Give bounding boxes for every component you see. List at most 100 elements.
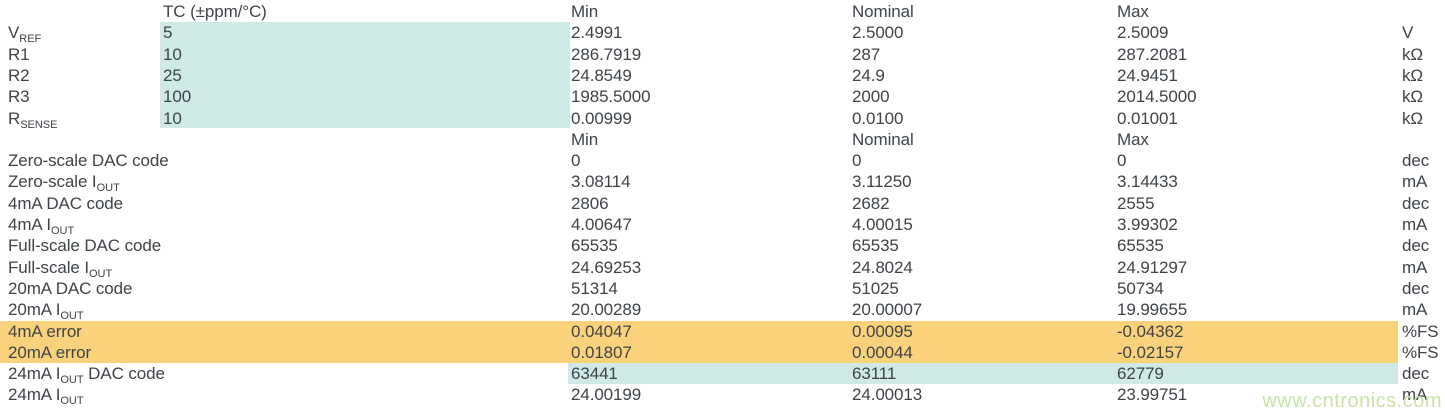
cell-min: 65535 [571, 236, 618, 256]
row-label-subscript: OUT [50, 225, 75, 237]
cell-max: 50734 [1117, 278, 1164, 298]
cell-unit: %FS [1402, 321, 1439, 341]
column-header: Nominal [852, 129, 914, 149]
table-row: 20mA IOUT 20.00289 20.00007 19.99655 mA [0, 299, 1445, 322]
watermark-text: www.cntronics.com [1262, 390, 1442, 412]
row-label: R2 [8, 65, 30, 85]
column-header: Nominal [852, 2, 914, 21]
cell-tc: 10 [163, 108, 182, 128]
cell-nominal: 63111 [852, 364, 897, 384]
cell-max: -0.02157 [1117, 342, 1184, 362]
column-header: Min [571, 129, 599, 149]
table-row: 20mA DAC code 51314 51025 50734 dec [0, 278, 1445, 299]
cell-max: 65535 [1117, 236, 1164, 256]
cell-unit: dec [1402, 278, 1430, 298]
cell-nominal: 2682 [852, 193, 890, 213]
header-row: TC (±ppm/°C) Min Nominal Max [0, 1, 1445, 22]
row-label: RSENSE [8, 108, 58, 131]
cell-tc: 5 [163, 23, 173, 43]
column-header: Max [1117, 129, 1149, 149]
cell-unit: mA [1402, 300, 1428, 320]
cell-unit: kΩ [1402, 108, 1424, 128]
cell-max: 0.01001 [1117, 108, 1178, 128]
cell-min: 51314 [571, 278, 618, 298]
row-label: 4mA IOUT [8, 215, 75, 237]
cell-unit: kΩ [1402, 44, 1424, 64]
cell-min: 2806 [571, 193, 609, 213]
cell-min: 24.69253 [571, 257, 642, 277]
cell-min: 0 [571, 151, 581, 171]
row-label: 20mA IOUT [8, 300, 84, 323]
cell-max: 23.99751 [1117, 385, 1188, 405]
row-label: Full-scale DAC code [8, 236, 162, 256]
cell-nominal: 24.8024 [852, 257, 913, 277]
cell-max: 19.99655 [1117, 300, 1188, 320]
table-row: 4mA DAC code 2806 2682 2555 dec [0, 193, 1445, 214]
table-row: 4mA error 0.04047 0.00095 -0.04362 %FS [0, 321, 1445, 342]
cell-unit: %FS [1402, 342, 1439, 362]
row-label: Zero-scale DAC code [8, 151, 169, 171]
row-label: 4mA DAC code [8, 193, 124, 213]
column-header: Min [571, 2, 599, 21]
cell-nominal: 2.5000 [852, 23, 904, 43]
row-label: 20mA error [8, 342, 92, 362]
cell-max: 24.91297 [1117, 257, 1188, 277]
column-header: TC (±ppm/°C) [163, 2, 267, 21]
cell-min: 4.00647 [571, 215, 632, 234]
cell-min: 286.7919 [571, 44, 642, 64]
cell-unit: dec [1402, 364, 1430, 384]
table-row: 24mA IOUT DAC code 63441 63111 62779 dec [0, 363, 1445, 386]
row-label-subscript: OUT [60, 395, 84, 408]
table-row: R3 100 1985.5000 2000 2014.5000 kΩ [0, 86, 1445, 107]
cell-max: 62779 [1117, 364, 1164, 384]
table-row: 4mA IOUT 4.00647 4.00015 3.99302 mA [0, 214, 1445, 237]
cell-min: 20.00289 [571, 300, 642, 320]
table-row: 20mA error 0.01807 0.00044 -0.02157 %FS [0, 342, 1445, 363]
cell-nominal: 0.0100 [852, 108, 904, 128]
cell-min: 0.00999 [571, 108, 632, 128]
row-label-subscript: REF [19, 33, 42, 46]
row-label: 24mA IOUT DAC code [8, 364, 165, 387]
cell-nominal: 51025 [852, 278, 899, 298]
row-label: Zero-scale IOUT [8, 172, 120, 195]
cell-unit: dec [1402, 193, 1430, 213]
cell-nominal: 287 [852, 44, 881, 64]
cell-nominal: 0.00044 [852, 342, 913, 362]
table-row: Full-scale IOUT 24.69253 24.8024 24.9129… [0, 257, 1445, 280]
column-header: Max [1117, 2, 1149, 21]
table-row: Full-scale DAC code 65535 65535 65535 de… [0, 235, 1445, 256]
table-row: Zero-scale IOUT 3.08114 3.11250 3.14433 … [0, 171, 1445, 194]
cell-unit: mA [1402, 172, 1428, 192]
table-row: R1 10 286.7919 287 287.2081 kΩ [0, 44, 1445, 65]
row-label: R1 [8, 44, 30, 64]
cell-nominal: 65535 [852, 236, 899, 256]
error-rows-highlight [0, 320, 1398, 364]
cell-max: 3.99302 [1117, 215, 1178, 234]
cell-unit: dec [1402, 236, 1430, 256]
cell-nominal: 24.9 [852, 65, 885, 85]
row-label-subscript: OUT [89, 267, 113, 280]
dac-code-row-highlight [568, 363, 1398, 385]
cell-tc: 25 [163, 65, 182, 85]
cell-tc: 10 [163, 44, 182, 64]
cell-nominal: 0 [852, 151, 862, 171]
cell-max: 24.9451 [1117, 65, 1178, 85]
cell-unit: dec [1402, 151, 1430, 171]
cell-nominal: 4.00015 [852, 215, 913, 234]
row-label-subscript: OUT [60, 310, 84, 323]
cell-max: 2014.5000 [1117, 87, 1197, 107]
cell-unit: mA [1402, 215, 1428, 234]
cell-unit: kΩ [1402, 87, 1424, 107]
cell-nominal: 2000 [852, 87, 890, 107]
cell-min: 24.00199 [571, 385, 642, 405]
cell-tc: 100 [163, 87, 192, 107]
table-row: Zero-scale DAC code 0 0 0 dec [0, 150, 1445, 171]
row-label: Full-scale IOUT [8, 257, 113, 280]
cell-unit: kΩ [1402, 65, 1424, 85]
cell-max: -0.04362 [1117, 321, 1184, 341]
row-label-subscript: OUT [96, 182, 120, 195]
cell-nominal: 3.11250 [852, 172, 912, 192]
cell-unit: mA [1402, 385, 1428, 405]
cell-nominal: 0.00095 [852, 321, 913, 341]
